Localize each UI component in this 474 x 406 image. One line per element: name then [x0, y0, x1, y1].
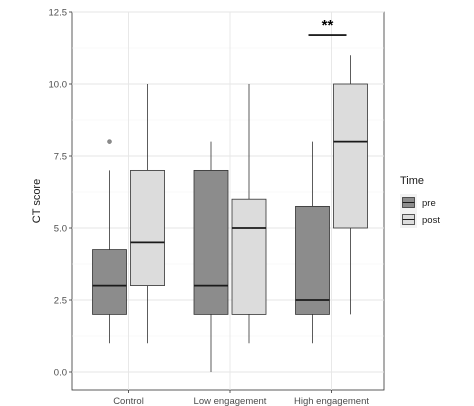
box-pre-1	[193, 141, 229, 372]
box-pre-2	[295, 141, 330, 344]
box-iqr	[231, 198, 267, 315]
y-axis-title: CT score	[31, 179, 43, 223]
box-post-1	[231, 84, 267, 344]
box-series	[92, 55, 368, 372]
box-post-2	[333, 55, 368, 315]
box-iqr	[333, 83, 368, 229]
significance-annotations: **	[308, 17, 347, 36]
y-tick-label: 5.0	[54, 224, 67, 235]
legend-label: post	[422, 215, 440, 226]
box-iqr	[193, 169, 229, 315]
box-iqr	[295, 205, 330, 315]
grid-lines	[72, 11, 384, 390]
box-post-0	[130, 84, 165, 344]
outlier-point	[107, 139, 112, 144]
significance-label: **	[322, 17, 334, 34]
legend: Time pre post	[400, 175, 440, 228]
legend-item-post: post	[400, 211, 440, 228]
box-iqr	[92, 249, 127, 315]
x-tick-label: Control	[113, 396, 144, 406]
y-tick-label: 12.5	[49, 8, 68, 19]
y-tick-label: 2.5	[54, 296, 67, 307]
x-tick-label: Low engagement	[194, 396, 267, 406]
x-tick-label: High engagement	[294, 396, 369, 406]
legend-item-pre: pre	[400, 194, 436, 211]
box-iqr	[130, 169, 165, 286]
x-axis: Control Low engagement High engagement	[113, 390, 369, 406]
legend-label: pre	[422, 198, 436, 209]
y-tick-label: 7.5	[54, 152, 67, 163]
y-tick-label: 0.0	[54, 368, 67, 379]
y-tick-label: 10.0	[49, 80, 68, 91]
y-axis: 0.0 2.5 5.0 7.5 10.0 12.5	[49, 8, 72, 379]
box-pre-0	[92, 139, 127, 344]
legend-title: Time	[400, 175, 424, 187]
